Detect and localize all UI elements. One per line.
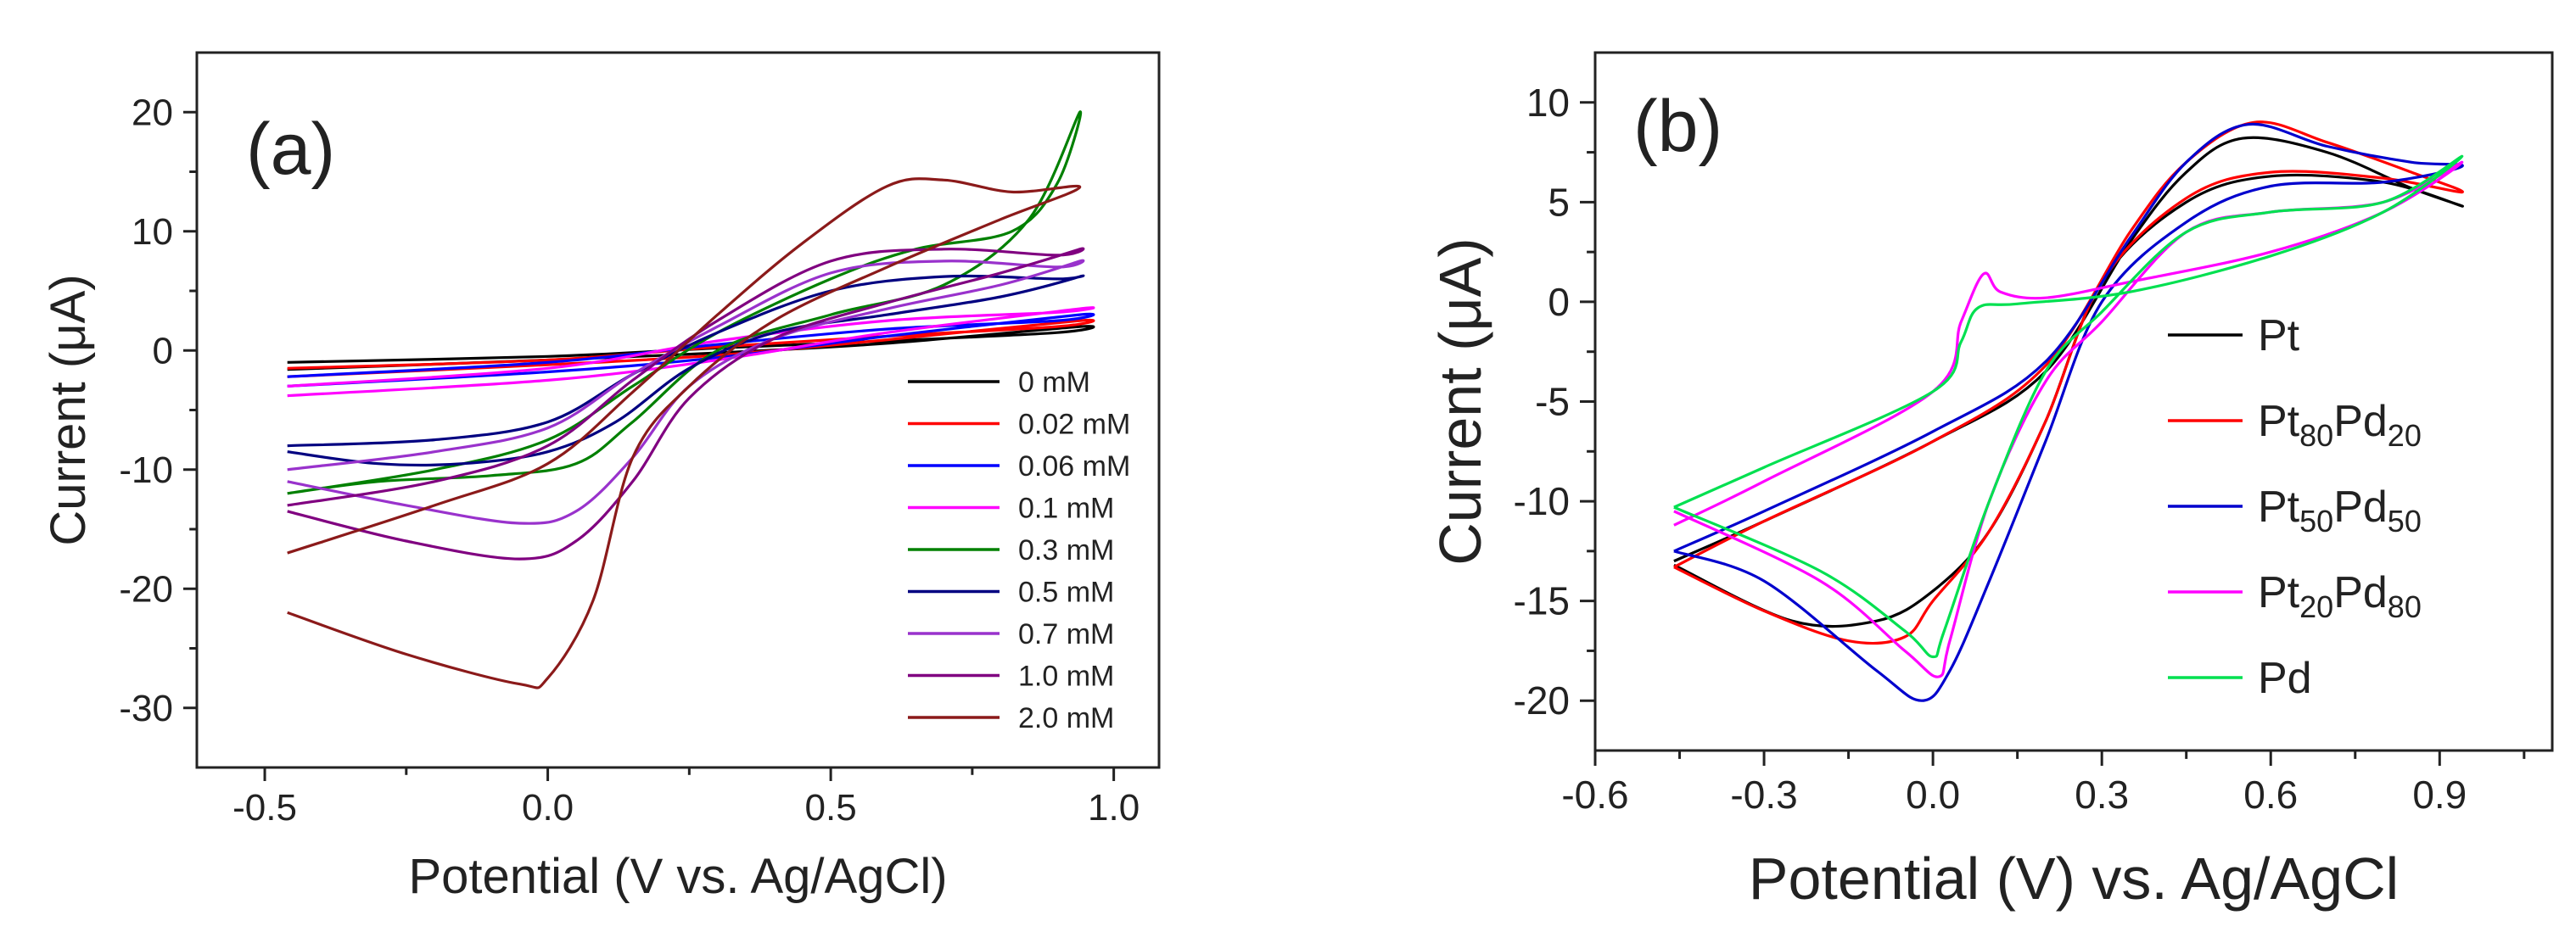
series-line [287, 312, 1095, 388]
panel-b-plot-frame [1593, 51, 2554, 752]
legend-label: 0.7 mM [1018, 618, 1114, 650]
panel-b-ticks: -0.6 -0.3 0.0 0.3 0.6 0.9 -20 -15 -10 -5 0 5 10 [1514, 81, 2526, 817]
legend-entry: 0.02 mM [908, 409, 1130, 441]
legend-entry: 2.0 mM [908, 702, 1114, 734]
y-tick-label: -30 [119, 688, 173, 729]
panel-a-plot-frame [195, 51, 1161, 769]
legend-entry: Pt80Pd20 [2168, 397, 2422, 453]
series-line [1673, 120, 2464, 645]
legend-label: 0 mM [1018, 366, 1090, 399]
y-tick-label: 5 [1548, 180, 1570, 224]
series-line [1673, 136, 2464, 628]
panel-a: -0.5 0.0 0.5 1.0 -30 -20 -10 0 10 20 (a) Potentia… [41, 51, 1161, 904]
y-tick-label: -20 [1514, 678, 1570, 723]
legend-label: 0.1 mM [1018, 493, 1114, 525]
legend-label: Pt [2258, 311, 2300, 360]
legend-label: Pt20Pd80 [2258, 568, 2422, 624]
series-line [287, 177, 1082, 689]
panel-a-curves [287, 110, 1095, 689]
legend-label: 0.3 mM [1018, 534, 1114, 566]
y-tick-label: 10 [1526, 81, 1570, 125]
x-tick-label: -0.5 [232, 787, 297, 829]
legend-entry: 0.1 mM [908, 493, 1114, 525]
panel-b-x-axis-label: Potential (V) vs. Ag/AgCl [1749, 845, 2399, 912]
series-line [1673, 160, 2464, 678]
legend-entry: 0 mM [908, 366, 1090, 399]
legend-label: 1.0 mM [1018, 661, 1114, 693]
panel-b-legend: Pt Pt80Pd20 Pt50Pd50 Pt20Pd80 Pd [2168, 311, 2422, 703]
panel-b-curves [1673, 120, 2464, 702]
legend-label: 0.06 mM [1018, 450, 1130, 483]
series-line [1673, 122, 2464, 702]
legend-label: 2.0 mM [1018, 702, 1114, 734]
legend-label: Pt50Pd50 [2258, 483, 2422, 539]
x-tick-label: 0.6 [2243, 773, 2298, 817]
series-line [287, 110, 1083, 495]
panel-a-x-axis-label: Potential (V vs. Ag/AgCl) [408, 849, 947, 904]
panel-a-ticks: -0.5 0.0 0.5 1.0 -30 -20 -10 0 10 20 [119, 92, 1140, 829]
x-tick-label: 0.9 [2412, 773, 2467, 817]
y-tick-label: -10 [119, 449, 173, 491]
legend-entry: 0.7 mM [908, 618, 1114, 650]
x-tick-label: 0.0 [1906, 773, 1960, 817]
legend-entry: Pt [2168, 311, 2300, 360]
y-tick-label: 0 [1548, 280, 1570, 324]
y-tick-label: -5 [1535, 380, 1570, 424]
x-tick-label: 0.0 [522, 787, 574, 829]
legend-label: Pd [2258, 654, 2312, 703]
series-line [287, 247, 1085, 561]
x-tick-label: -0.6 [1561, 773, 1628, 817]
legend-label: Pt80Pd20 [2258, 397, 2422, 453]
x-tick-label: 0.3 [2075, 773, 2129, 817]
legend-label: 0.02 mM [1018, 409, 1130, 441]
y-tick-label: 0 [153, 330, 173, 371]
legend-entry: 0.06 mM [908, 450, 1130, 483]
legend-label: 0.5 mM [1018, 577, 1114, 609]
y-tick-label: -20 [119, 568, 173, 610]
x-tick-label: 0.5 [805, 787, 857, 829]
x-tick-label: 1.0 [1088, 787, 1140, 829]
legend-entry: 1.0 mM [908, 661, 1114, 693]
panel-b-label: (b) [1633, 86, 1722, 167]
panel-b-y-axis-label: Current (μA) [1427, 237, 1493, 566]
panel-a-legend: 0 mM 0.02 mM 0.06 mM 0.1 mM 0.3 mM 0.5 mM 0.7 … [908, 366, 1130, 734]
legend-entry: Pt50Pd50 [2168, 483, 2422, 539]
legend-entry: Pt20Pd80 [2168, 568, 2422, 624]
legend-entry: 0.3 mM [908, 534, 1114, 566]
x-tick-label: -0.3 [1730, 773, 1797, 817]
panel-a-y-axis-label: Current (μA) [41, 274, 96, 545]
y-tick-label: 10 [132, 211, 173, 253]
panel-a-label: (a) [246, 109, 335, 190]
y-tick-label: -10 [1514, 479, 1570, 523]
legend-entry: 0.5 mM [908, 577, 1114, 609]
y-tick-label: 20 [132, 92, 173, 133]
legend-entry: Pd [2168, 654, 2312, 703]
series-line [287, 306, 1095, 398]
series-line [1673, 154, 2464, 659]
series-line [287, 259, 1085, 525]
series-line [287, 274, 1085, 467]
y-tick-label: -15 [1514, 579, 1570, 623]
